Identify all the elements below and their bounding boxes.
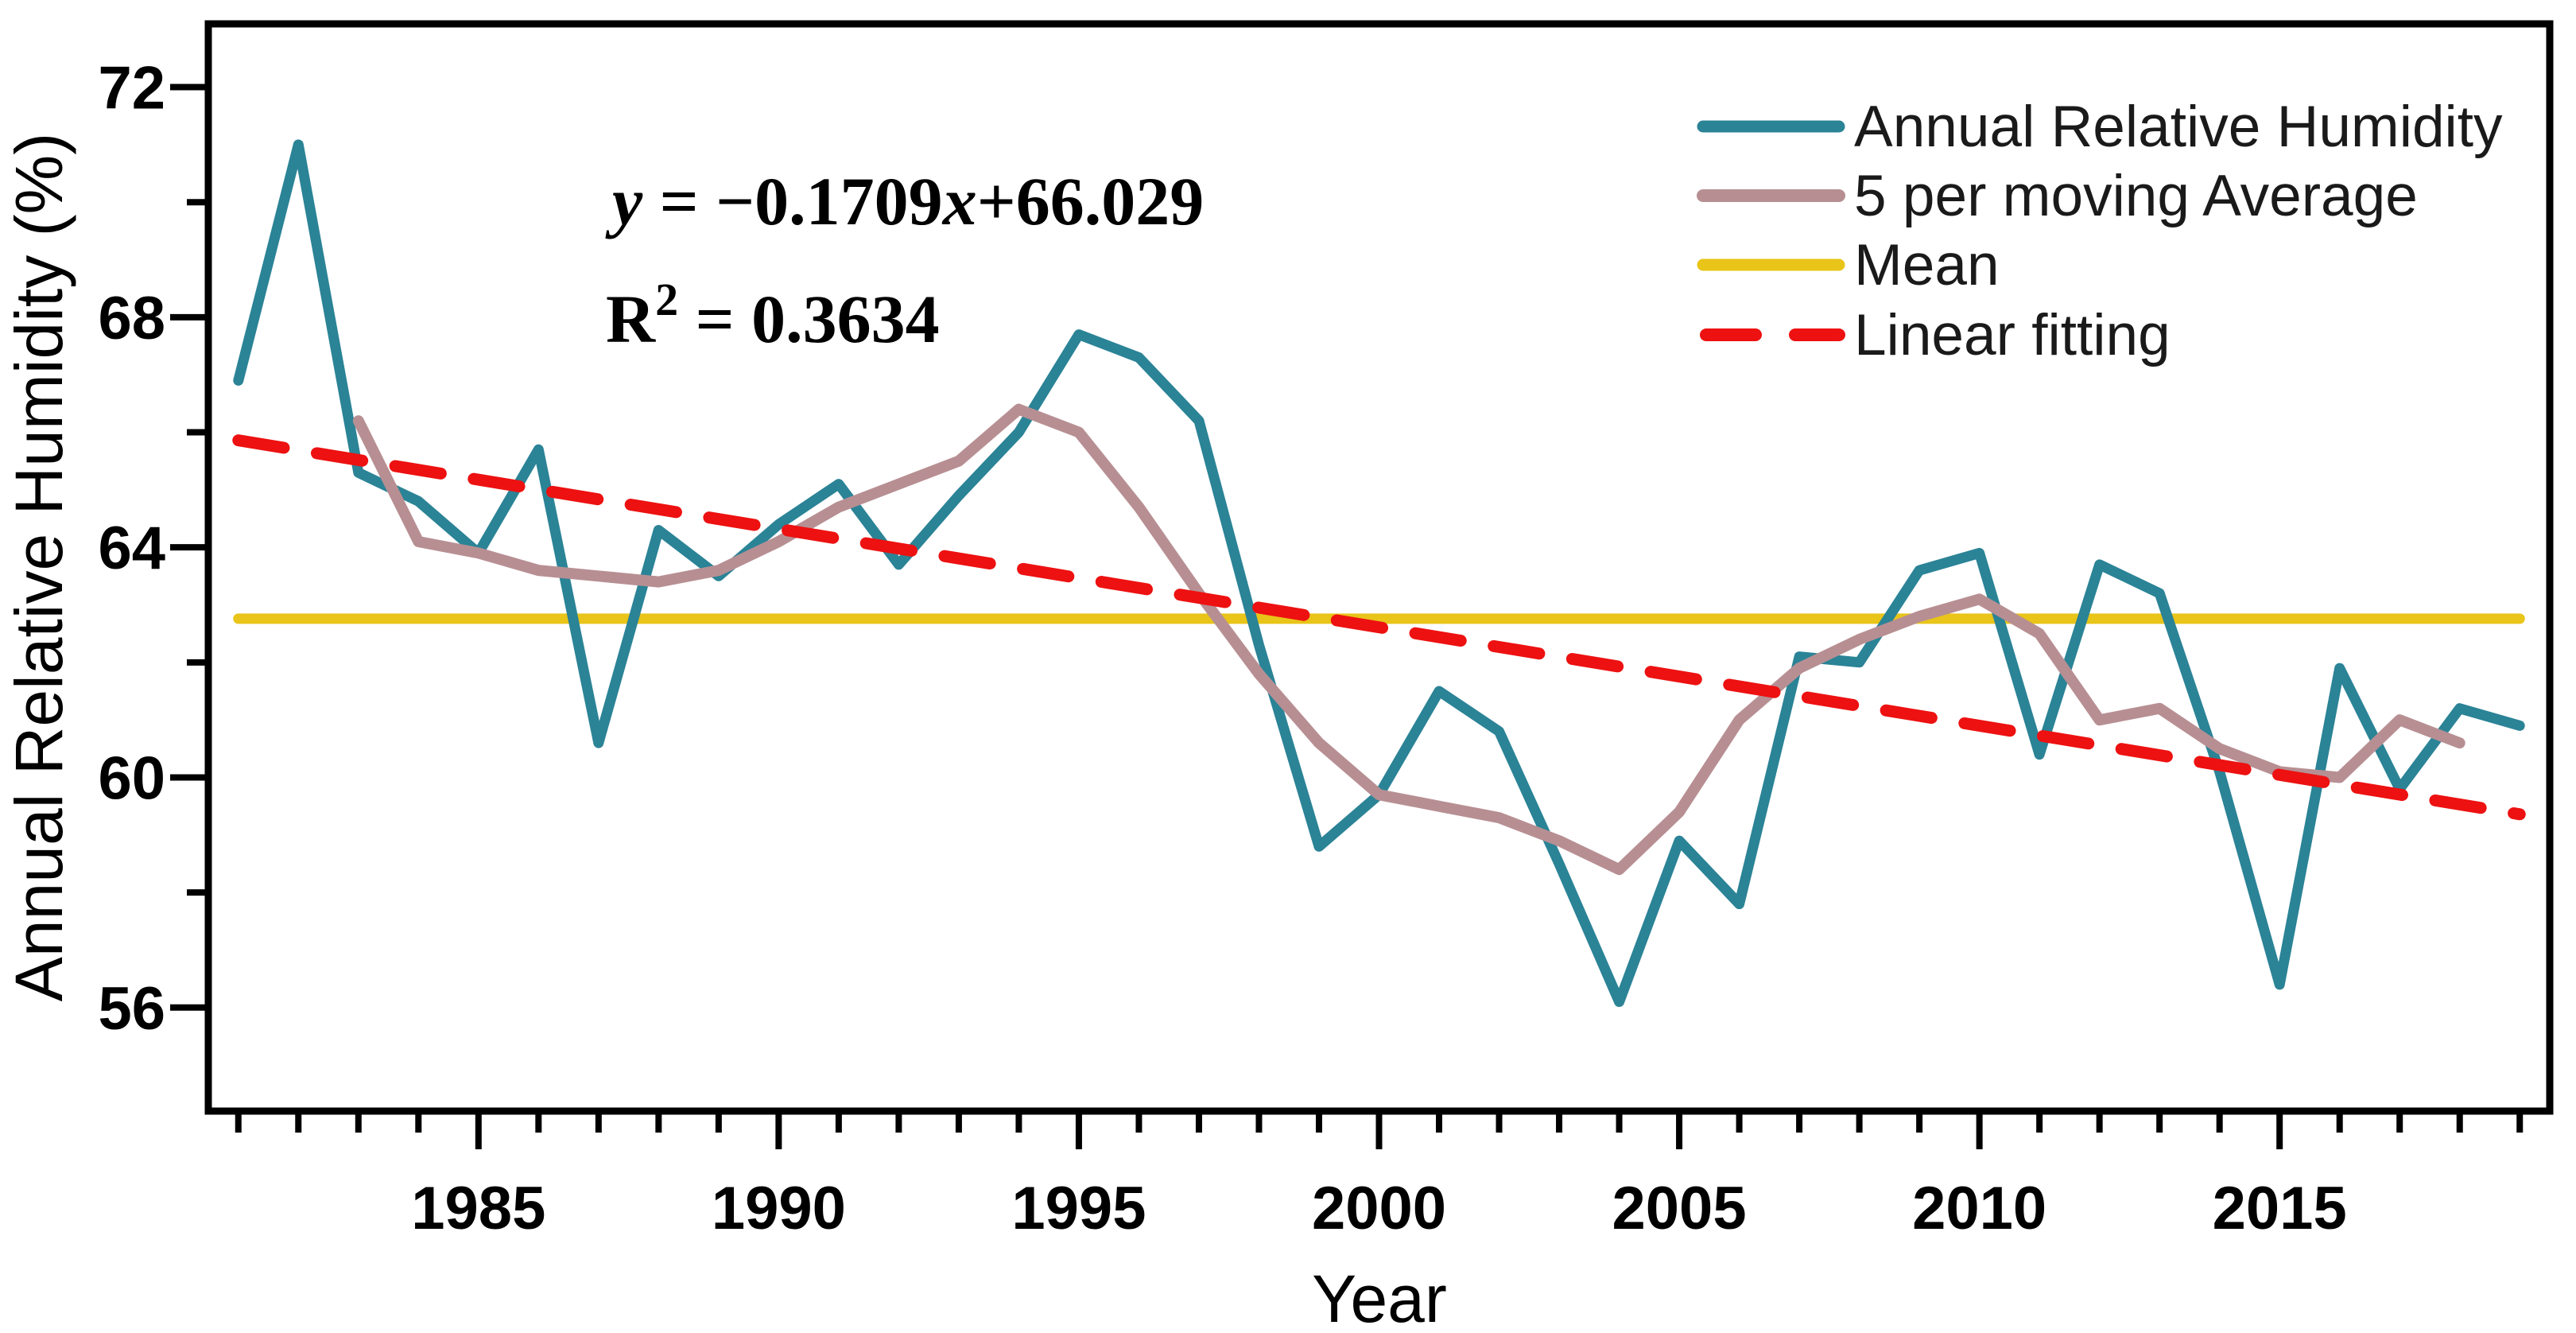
series-lines (232, 139, 2526, 1008)
legend-label-mean: Mean (1854, 233, 2000, 297)
axis-tick-labels: 1985 1990 1995 2000 2005 2010 2015 72 68 64 60 56 (98, 55, 2346, 1242)
r-squared-value: R2 = 0.3634 (606, 274, 940, 357)
moving-average-line (352, 403, 2465, 876)
axis-ticks (170, 84, 2524, 1149)
linear-fitting-line (232, 434, 2526, 821)
x-tick-label: 2000 (1312, 1175, 1446, 1242)
legend: Annual Relative Humidity 5 per moving Av… (1697, 95, 2503, 367)
legend-label-annual: Annual Relative Humidity (1854, 95, 2503, 159)
y-tick-label: 64 (98, 515, 165, 582)
x-tick-label: 1985 (411, 1175, 545, 1242)
x-axis-title: Year (1312, 1261, 1447, 1333)
x-tick-label: 1995 (1011, 1175, 1146, 1242)
x-tick-label: 2005 (1612, 1175, 1747, 1242)
legend-label-moving-average: 5 per moving Average (1854, 164, 2418, 228)
y-tick-label: 60 (98, 744, 165, 812)
x-tick-label: 2015 (2213, 1175, 2347, 1242)
fit-equation: y = −0.1709x+66.029 (605, 163, 1204, 239)
y-tick-label: 72 (98, 55, 165, 122)
legend-label-linear-fitting: Linear fitting (1854, 303, 2171, 367)
x-tick-label: 1990 (712, 1175, 846, 1242)
y-axis-title: Annual Relative Humidity (%) (2, 133, 76, 1001)
x-tick-label: 2010 (1912, 1175, 2046, 1242)
y-tick-label: 68 (98, 285, 165, 352)
y-tick-label: 56 (98, 975, 165, 1043)
